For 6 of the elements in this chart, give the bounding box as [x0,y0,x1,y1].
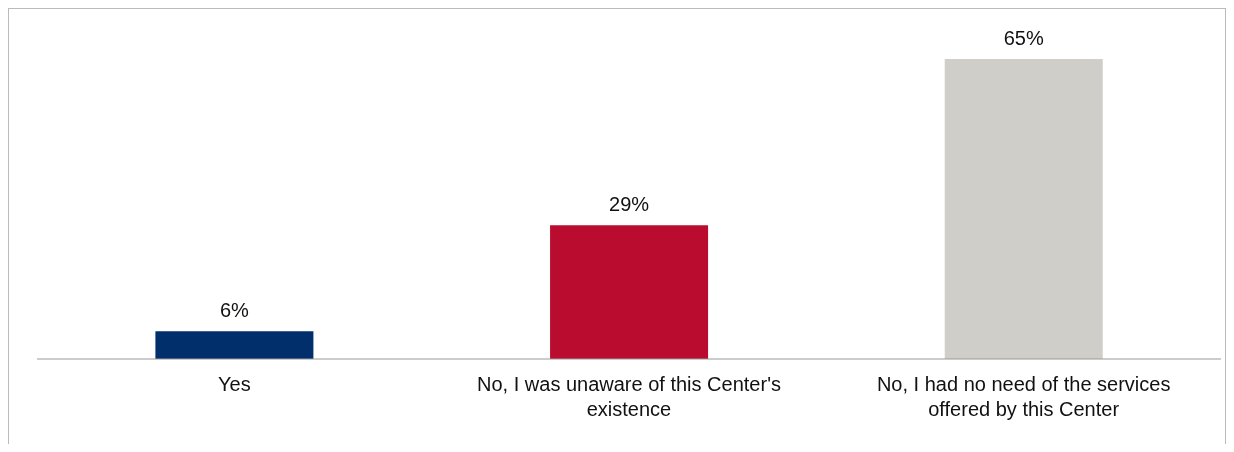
x-tick-label: No, I was unaware of this Center's existence [477,373,781,420]
data-label: 29% [609,193,650,216]
x-tick-label: No, I had no need of the services offered by this Center [876,373,1171,420]
data-label: 6% [219,299,250,322]
data-label: 65% [1003,27,1044,49]
x-tick-label: Yes [218,373,251,395]
